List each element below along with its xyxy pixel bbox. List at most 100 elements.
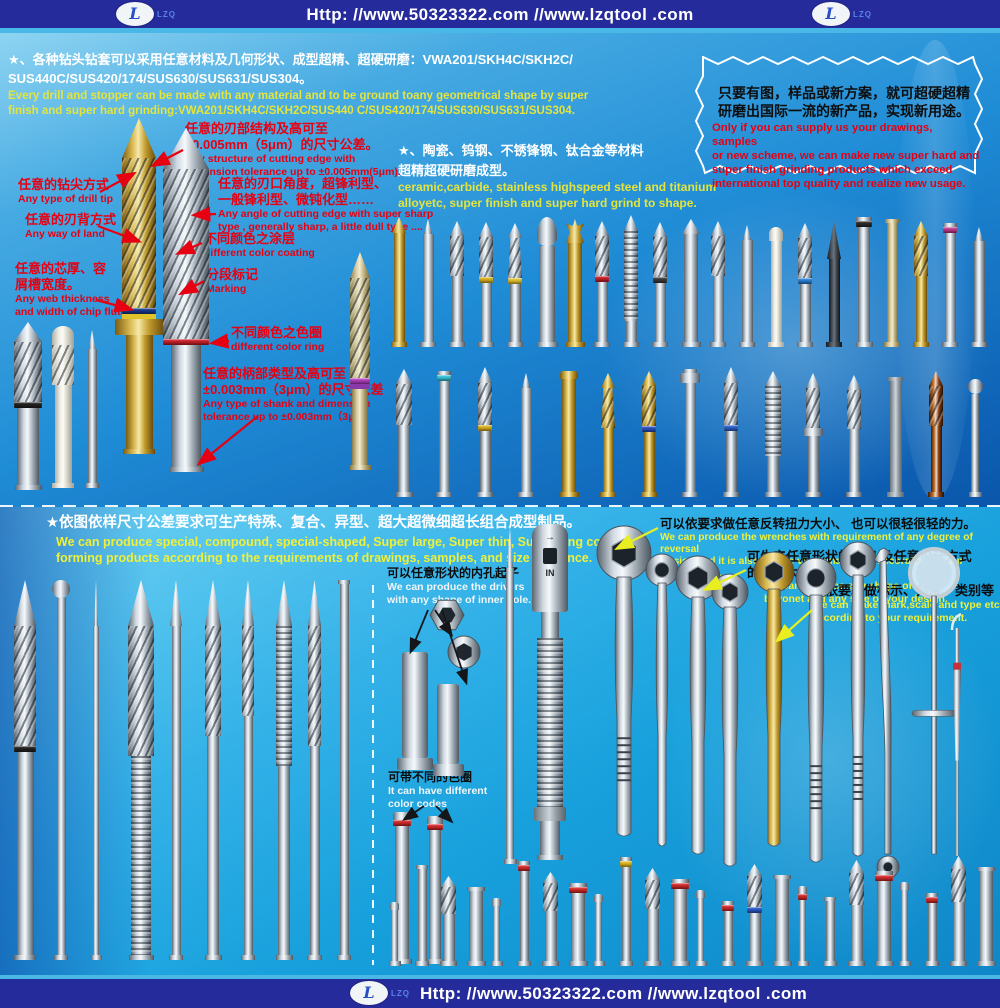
explorer-probe-illustration xyxy=(950,612,962,856)
implant-part-illustration xyxy=(466,887,486,966)
middle-header-cn: ★依图依样尺寸公差要求可生产特殊、复合、异型、超大超微细超长组合成型制品。 xyxy=(46,515,581,531)
starburst-text-en: Only if you can supply us your drawings,… xyxy=(712,122,980,190)
implant-part-illustration xyxy=(490,898,503,966)
implant-part-illustration xyxy=(568,883,588,966)
drill-bit-illustration xyxy=(846,375,862,497)
materials-text-cn: ★、陶瓷、钨钢、不锈锋钢、钛合金等材料 超精超硬研磨成型。 xyxy=(398,143,644,178)
drill-bit-illustration xyxy=(623,215,639,347)
annotation-drill-tip: 任意的钻尖方式 Any type of drill tip xyxy=(18,177,114,205)
torque-wrench-handle-illustration: IN → xyxy=(528,524,572,860)
drill-bit-illustration xyxy=(884,219,900,347)
drill-bit-illustration xyxy=(942,223,958,347)
section-divider-dashed xyxy=(0,505,1000,508)
footer-accent-line xyxy=(0,975,1000,979)
torque-wrench-illustration xyxy=(711,573,749,867)
implant-part-illustration xyxy=(388,902,401,966)
drill-bit-illustration xyxy=(518,373,534,497)
materials-text-en: ceramic,carbide, stainless highspeed ste… xyxy=(398,180,717,210)
long-drill-illustration xyxy=(169,580,183,960)
drill-bit-illustration xyxy=(641,371,657,497)
implant-part-illustration xyxy=(517,861,531,966)
long-drill-illustration xyxy=(14,580,36,960)
drill-bit-illustration xyxy=(395,369,413,497)
drill-bit-illustration xyxy=(652,222,668,347)
torque-head-label: IN xyxy=(545,568,555,578)
lzq-logo-text: LZQ xyxy=(853,9,872,19)
drill-bit-illustration xyxy=(967,379,983,497)
torque-wrench-illustration xyxy=(839,541,877,857)
lzq-logo-oval: L xyxy=(116,2,154,26)
implant-part-illustration xyxy=(898,882,911,966)
drill-bit-illustration xyxy=(768,227,784,347)
implant-part-illustration xyxy=(772,875,792,966)
intro-text-en: Every drill and stopper can be made with… xyxy=(8,90,589,117)
socket-hole-end-illustration xyxy=(447,635,481,669)
hex-bit-end-illustration xyxy=(429,599,465,631)
implant-part-illustration xyxy=(415,865,429,966)
drill-bit-illustration xyxy=(420,219,436,347)
drill-bit-illustration xyxy=(681,219,701,347)
drill-bit-illustration xyxy=(85,330,99,488)
drill-bit-illustration xyxy=(826,221,842,347)
implant-part-illustration xyxy=(440,876,457,966)
implant-part-illustration xyxy=(976,867,996,966)
lzq-logo-oval: L xyxy=(350,981,388,1005)
drill-bit-illustration xyxy=(887,377,904,497)
implant-part-illustration xyxy=(746,864,763,966)
drill-bit-illustration xyxy=(559,371,579,497)
drill-bit-illustration xyxy=(803,373,823,497)
implant-part-illustration xyxy=(823,897,837,966)
drill-bit-illustration xyxy=(536,217,558,347)
drill-bit-illustration xyxy=(477,367,493,497)
bottom-url-bar xyxy=(0,979,1000,1008)
long-drill-illustration xyxy=(90,580,102,960)
annotation-color-ring: 不同颜色之色圈 different color ring xyxy=(231,325,325,353)
torque-wrench-illustration xyxy=(795,557,837,863)
lzq-logo: L LZQ xyxy=(116,2,176,26)
implant-part-illustration xyxy=(874,871,894,966)
implant-part-illustration xyxy=(848,860,865,966)
long-drill-illustration xyxy=(128,580,154,960)
implant-part-illustration xyxy=(694,890,707,966)
drill-bit-illustration xyxy=(52,326,74,488)
drill-bit-illustration xyxy=(565,219,585,347)
lzq-logo: L LZQ xyxy=(350,981,410,1005)
featured-gold-drill xyxy=(114,118,164,454)
long-drill-illustration xyxy=(241,580,255,960)
drill-bit-illustration xyxy=(971,227,987,347)
lzq-logo-text: LZQ xyxy=(391,988,410,998)
long-drill-illustration xyxy=(275,580,293,960)
torque-wrench-illustration xyxy=(675,555,721,855)
starburst-text-cn: 只要有图，样品或新方案，就可超硬超精 研磨出国际一流的新产品，实现新用途。 xyxy=(718,85,970,119)
implant-part-illustration xyxy=(542,872,559,966)
drill-bit-illustration xyxy=(507,223,523,347)
lzq-logo-oval: L xyxy=(812,2,850,26)
implant-part-illustration xyxy=(796,886,809,966)
implant-part-illustration xyxy=(950,856,967,966)
vertical-dashed-divider xyxy=(372,585,374,965)
color-code-driver xyxy=(392,812,412,964)
long-drill-illustration xyxy=(337,580,351,960)
starburst-border xyxy=(695,56,983,175)
lzq-logo-glyph: L xyxy=(825,3,837,23)
implant-part-illustration xyxy=(644,868,661,966)
drill-bit-illustration xyxy=(478,222,494,347)
color-code-driver xyxy=(426,816,444,964)
torque-wrench-illustration xyxy=(753,551,795,847)
drill-bit-illustration xyxy=(391,217,407,347)
long-drill-illustration xyxy=(52,580,70,960)
footer-url-text: Http: //www.50323322.com //www.lzqtool .… xyxy=(420,984,808,1003)
implant-part-illustration xyxy=(925,893,939,966)
header-url-text: Http: //www.50323322.com //www.lzqtool .… xyxy=(306,5,694,24)
drill-bit-illustration xyxy=(764,371,782,497)
socket-driver-illustration xyxy=(397,652,433,770)
torque-wrench-illustration xyxy=(645,553,679,847)
implant-part-illustration xyxy=(670,879,690,966)
long-screw-tool xyxy=(503,528,517,864)
drill-bit-illustration xyxy=(449,221,465,347)
niti-file xyxy=(349,252,371,470)
implant-part-illustration xyxy=(721,901,735,966)
top-accent-line xyxy=(0,28,1000,33)
